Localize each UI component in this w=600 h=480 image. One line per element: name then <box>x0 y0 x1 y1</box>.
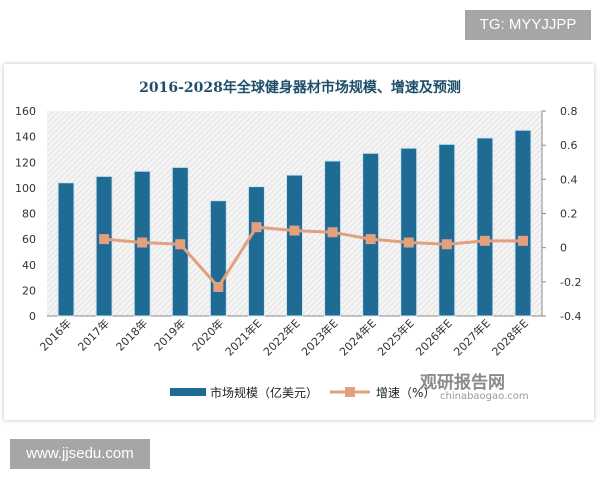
legend-bar-label: 市场规模（亿美元） <box>210 385 318 400</box>
bar <box>324 160 342 317</box>
x-tick-label: 2025年E <box>374 316 416 358</box>
y-right-tick-label: -0.4 <box>560 310 581 323</box>
growth-point <box>441 239 452 250</box>
y-right-tick-label: 0.2 <box>560 208 578 221</box>
y-left-tick-label: 140 <box>15 131 36 144</box>
legend-bar-swatch <box>170 388 206 396</box>
bar <box>438 143 456 317</box>
brand-url: chinabaogao.com <box>440 391 529 402</box>
y-right-tick-label: -0.2 <box>560 276 581 289</box>
bar <box>247 186 265 317</box>
growth-point <box>479 235 490 246</box>
watermark-top: TG: MYYJJPP <box>465 10 591 40</box>
x-tick-label: 2020年 <box>189 316 226 353</box>
y-left-tick-label: 60 <box>22 233 36 246</box>
legend-line-marker <box>345 387 355 397</box>
growth-point <box>289 225 300 236</box>
brand-name: 观研报告网 <box>420 373 505 393</box>
y-right-tick-label: 0.8 <box>560 105 578 118</box>
bar <box>286 174 303 317</box>
x-tick-label: 2018年 <box>113 316 150 353</box>
growth-point <box>403 237 414 248</box>
x-tick-label: 2021年E <box>222 316 264 358</box>
growth-point <box>137 237 148 248</box>
bar <box>57 182 75 317</box>
x-tick-label: 2016年 <box>37 316 74 353</box>
legend-line-label: 增速（%） <box>376 386 435 400</box>
bar <box>209 200 227 317</box>
x-tick-label: 2019年 <box>151 316 188 353</box>
bar <box>400 147 418 317</box>
growth-point <box>327 227 338 238</box>
x-tick-label: 2028年E <box>489 316 531 358</box>
y-left-tick-label: 80 <box>22 208 36 221</box>
y-right-tick-label: 0 <box>560 242 567 255</box>
x-tick-label: 2023年E <box>298 316 340 358</box>
y-left-tick-label: 100 <box>15 182 36 195</box>
x-tick-label: 2017年 <box>75 316 112 353</box>
x-tick-label: 2027年E <box>451 316 493 358</box>
growth-line <box>103 225 523 289</box>
growth-point <box>175 239 186 250</box>
growth-point <box>365 234 376 245</box>
y-left-tick-label: 40 <box>22 259 36 272</box>
bar <box>95 175 113 317</box>
y-left-tick-label: 0 <box>29 310 36 323</box>
y-right-tick-label: 0.4 <box>560 173 578 186</box>
growth-point <box>251 222 262 233</box>
chart-title: 2016-2028年全球健身器材市场规模、增速及预测 <box>139 79 461 96</box>
watermark-bottom: www.jjsedu.com <box>10 439 150 469</box>
growth-point <box>517 235 528 246</box>
y-left-tick-label: 120 <box>15 156 36 169</box>
y-right-tick-label: 0.6 <box>560 139 578 152</box>
x-tick-label: 2024年E <box>336 316 378 358</box>
bar <box>476 137 494 317</box>
x-tick-label: 2022年E <box>260 316 302 358</box>
x-tick-label: 2026年E <box>413 316 455 358</box>
y-left-tick-label: 160 <box>15 105 36 118</box>
growth-point <box>213 281 224 292</box>
growth-point <box>99 234 110 245</box>
y-left-tick-label: 20 <box>22 284 36 297</box>
bar <box>514 129 532 317</box>
